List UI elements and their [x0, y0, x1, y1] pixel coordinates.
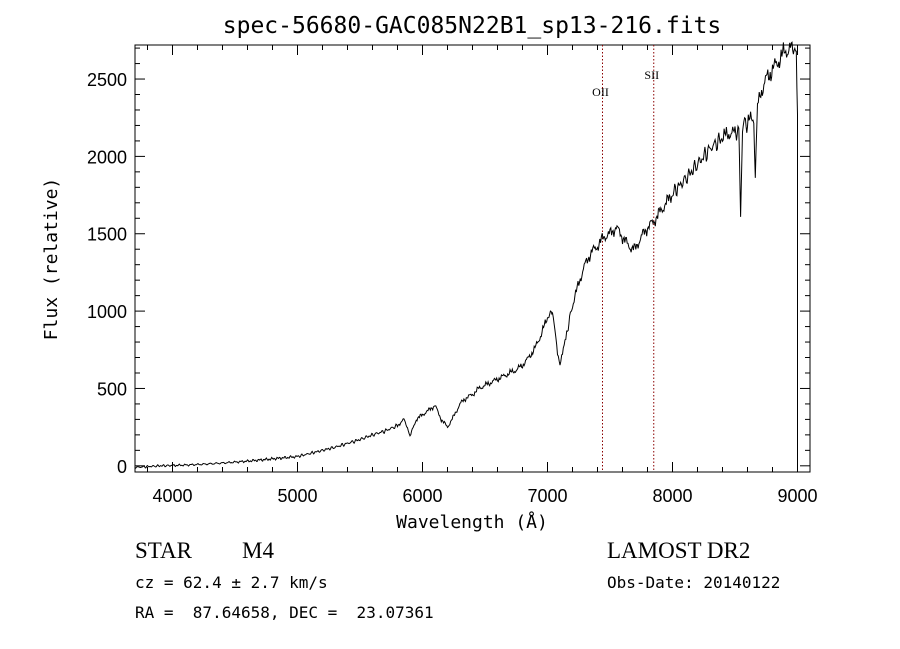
y-tick-label: 500 [97, 379, 127, 399]
x-tick-label: 7000 [527, 486, 567, 506]
x-tick-label: 6000 [402, 486, 442, 506]
observation-date: Obs-Date: 20140122 [607, 573, 781, 592]
x-tick-label: 9000 [777, 486, 817, 506]
y-tick-label: 0 [117, 457, 127, 477]
x-axis-label: Wavelength (Å) [396, 511, 548, 533]
object-type: STAR [135, 538, 192, 563]
emission-line-label: SII [644, 68, 659, 82]
x-axis-ticks: 4000 5000 6000 7000 8000 9000 [147, 45, 818, 506]
plot-frame [134, 44, 811, 473]
y-axis-label: Flux (relative) [41, 178, 62, 341]
y-tick-label: 1500 [87, 225, 127, 245]
redshift-readout: cz = 62.4 ± 2.7 km/s [135, 573, 328, 592]
spectrum-series-line [134, 41, 798, 469]
sky-coordinates: RA = 87.64658, DEC = 23.07361 [135, 603, 434, 622]
x-tick-label: 8000 [652, 486, 692, 506]
survey-name: LAMOST DR2 [607, 538, 751, 563]
y-tick-label: 2000 [87, 147, 127, 167]
emission-line-markers: OII SII [592, 45, 659, 472]
emission-line-label: OII [592, 85, 609, 99]
y-axis-ticks: 0 500 1000 1500 2000 2500 [87, 47, 810, 477]
x-tick-label: 4000 [152, 486, 192, 506]
y-tick-label: 1000 [87, 302, 127, 322]
chart-title: spec-56680-GAC085N22B1_sp13-216.fits [223, 13, 722, 39]
y-tick-label: 2500 [87, 70, 127, 90]
x-tick-label: 5000 [277, 486, 317, 506]
object-subclass: M4 [242, 538, 274, 563]
